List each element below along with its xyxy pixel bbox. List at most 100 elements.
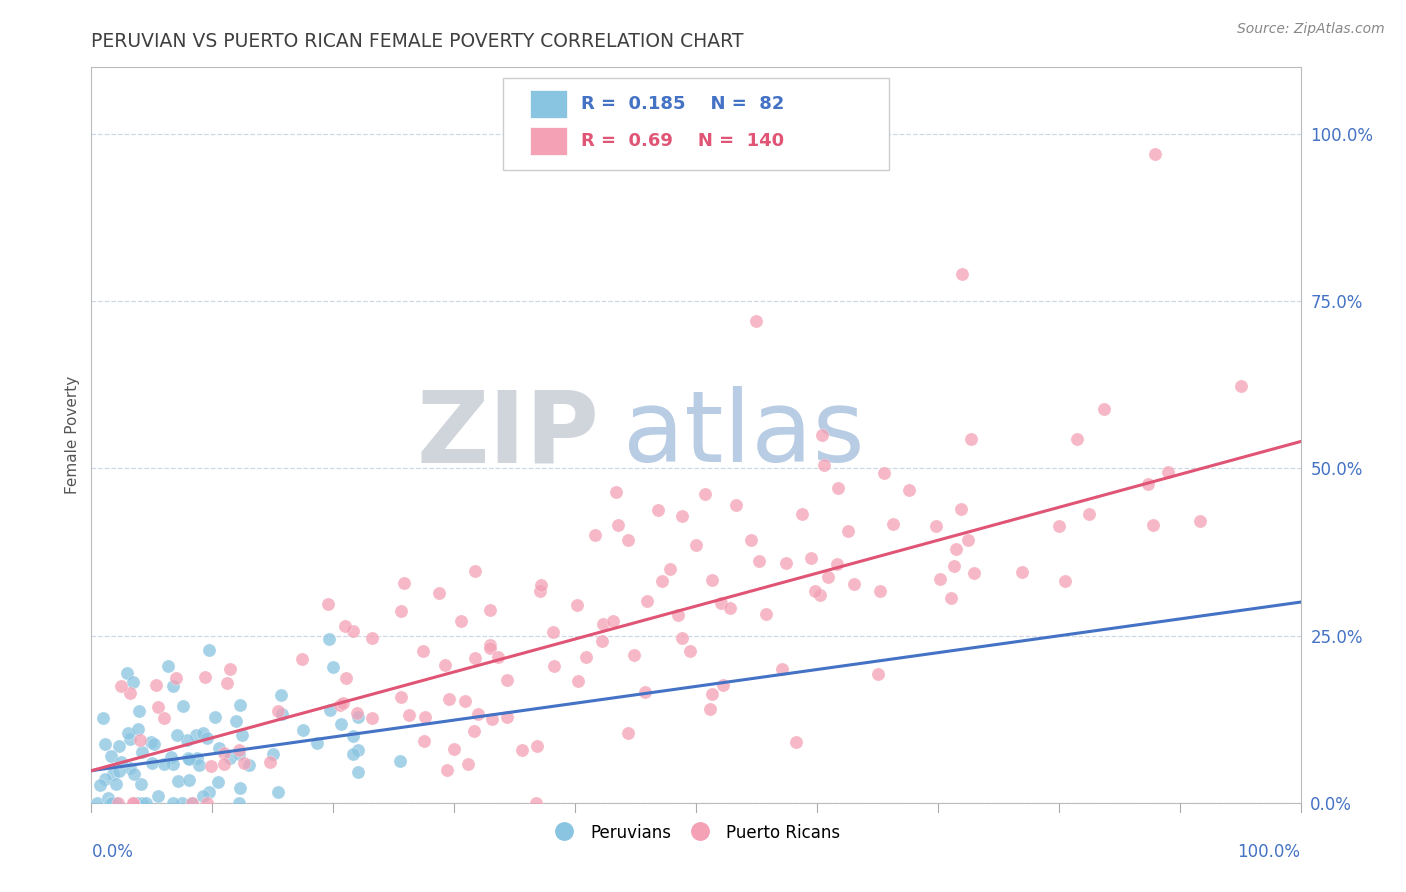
Point [233,756,256,770]
Point [960,432,983,446]
Point [120,686,142,700]
Point [231,728,253,742]
Point [266,704,288,718]
Point [543,659,565,673]
Point [122,796,145,810]
Point [103,766,125,780]
Point [229,698,252,713]
Point [605,485,627,500]
Point [950,268,973,282]
Point [575,650,598,665]
Point [429,585,451,599]
Point [882,516,904,531]
Point [699,702,721,716]
Point [651,574,673,588]
Point [146,700,169,714]
Point [162,796,184,810]
Point [135,796,157,810]
Point [159,749,181,764]
Text: ZIP: ZIP [416,386,599,483]
Point [207,775,229,789]
Point [711,678,734,692]
Point [479,603,502,617]
Point [191,789,214,803]
Point [319,703,342,717]
Text: R =  0.69    N =  140: R = 0.69 N = 140 [581,132,785,150]
Point [591,633,613,648]
Point [267,785,290,799]
Point [97,791,120,805]
Point [333,618,356,632]
Point [1142,517,1164,532]
Point [100,796,122,810]
Point [200,759,222,773]
Point [817,570,839,584]
Point [740,533,762,548]
Point [153,756,176,771]
Point [457,757,479,772]
Point [808,588,831,602]
Point [177,751,200,765]
Point [526,739,548,754]
Point [176,733,198,747]
Point [179,752,201,766]
Text: Source: ZipAtlas.com: Source: ZipAtlas.com [1237,22,1385,37]
Point [141,756,163,770]
Point [262,747,284,761]
Point [844,577,866,591]
Point [361,632,384,646]
Point [118,732,141,747]
Point [837,524,859,539]
Point [131,745,153,759]
Point [463,724,485,739]
Point [695,487,717,501]
Point [145,678,167,692]
Point [436,763,458,777]
Point [873,466,896,480]
Point [412,643,434,657]
Point [228,780,250,795]
Point [105,776,128,790]
Point [186,751,208,765]
Point [107,796,129,810]
Point [1092,402,1115,417]
Point [122,796,145,810]
Point [868,667,890,681]
Point [1047,519,1070,533]
Point [636,593,658,607]
Point [389,603,412,617]
Text: PERUVIAN VS PUERTO RICAN FEMALE POVERTY CORRELATION CHART: PERUVIAN VS PUERTO RICAN FEMALE POVERTY … [91,32,744,52]
Point [117,665,139,680]
Point [198,784,221,798]
Point [228,743,250,757]
Text: atlas: atlas [623,386,865,483]
Point [305,736,328,750]
Point [110,679,132,693]
Point [391,690,413,705]
Point [100,748,122,763]
Point [342,624,364,639]
Text: 0.0%: 0.0% [91,843,134,862]
Point [481,712,503,726]
Point [225,714,247,728]
Point [218,751,240,765]
Point [170,796,193,810]
Point [108,739,131,754]
Point [567,598,589,612]
Point [1066,432,1088,446]
Point [647,503,669,517]
Point [139,734,162,748]
Point [105,796,128,810]
Point [443,742,465,756]
Bar [530,90,567,119]
Point [208,740,231,755]
Point [86,796,108,810]
Point [342,729,364,743]
Point [659,562,682,576]
Point [214,746,236,760]
Point [162,756,184,771]
Point [89,778,111,792]
Point [388,754,411,768]
Point [217,676,239,690]
Point [898,483,921,497]
